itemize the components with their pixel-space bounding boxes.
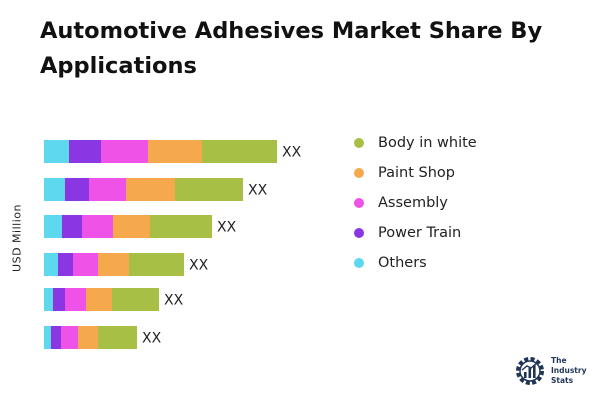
bar-segment-others bbox=[44, 178, 65, 201]
bar-segment-others bbox=[44, 288, 53, 311]
bar-segment-body-in-white bbox=[202, 140, 277, 163]
legend-label: Others bbox=[378, 255, 427, 271]
bar-segment-others bbox=[44, 215, 62, 238]
logo-line: Stats bbox=[551, 376, 574, 385]
bar-value-label: XX bbox=[248, 183, 268, 199]
bar-segment-body-in-white bbox=[175, 178, 243, 201]
bar-segment-paint-shop bbox=[113, 215, 150, 238]
bar-segment-paint-shop bbox=[78, 326, 98, 349]
legend-item-body-in-white: Body in white bbox=[350, 128, 530, 158]
legend-label: Paint Shop bbox=[378, 165, 455, 181]
legend-swatch bbox=[354, 168, 364, 178]
bar-segment-power-train bbox=[51, 326, 61, 349]
bar-segment-assembly bbox=[82, 215, 113, 238]
bar-segment-paint-shop bbox=[126, 178, 175, 201]
bar-segment-body-in-white bbox=[98, 326, 137, 349]
bar-segment-assembly bbox=[73, 253, 98, 276]
bar-segment-power-train bbox=[62, 215, 82, 238]
bar-segment-others bbox=[44, 326, 51, 349]
bar-segment-assembly bbox=[101, 140, 148, 163]
legend-label: Assembly bbox=[378, 195, 448, 211]
legend-item-paint-shop: Paint Shop bbox=[350, 158, 530, 188]
bar-segment-assembly bbox=[89, 178, 126, 201]
bar-segment-body-in-white bbox=[150, 215, 212, 238]
legend-swatch bbox=[354, 138, 364, 148]
legend-swatch bbox=[354, 228, 364, 238]
bar-value-label: XX bbox=[142, 331, 162, 347]
chart-title: Automotive Adhesives Market Share By App… bbox=[40, 18, 543, 79]
bar-segment-body-in-white bbox=[112, 288, 159, 311]
legend-item-others: Others bbox=[350, 248, 530, 278]
bar-segment-assembly bbox=[61, 326, 78, 349]
bar-segment-paint-shop bbox=[98, 253, 129, 276]
bar-segment-body-in-white bbox=[129, 253, 184, 276]
bar-value-label: XX bbox=[282, 145, 302, 161]
logo-line: Industry bbox=[551, 366, 587, 375]
logo-wordmark: The Industry Stats bbox=[551, 356, 586, 386]
gear-chart-icon bbox=[516, 357, 544, 385]
legend-swatch bbox=[354, 258, 364, 268]
bar-value-label: XX bbox=[164, 293, 184, 309]
legend-swatch bbox=[354, 198, 364, 208]
chart-legend: Body in white Paint Shop Assembly Power … bbox=[350, 128, 530, 278]
legend-item-power-train: Power Train bbox=[350, 218, 530, 248]
bar-segment-others bbox=[44, 253, 58, 276]
logo-line: The bbox=[551, 356, 567, 365]
bar-segment-others bbox=[44, 140, 69, 163]
bar-segment-power-train bbox=[69, 140, 101, 163]
bar-segment-assembly bbox=[65, 288, 86, 311]
bar-segment-power-train bbox=[58, 253, 73, 276]
brand-logo: The Industry Stats bbox=[513, 350, 593, 392]
legend-label: Power Train bbox=[378, 225, 462, 241]
bar-segment-power-train bbox=[65, 178, 89, 201]
bar-value-label: XX bbox=[217, 220, 237, 236]
bar-segment-paint-shop bbox=[148, 140, 202, 163]
bar-value-label: XX bbox=[189, 258, 209, 274]
legend-label: Body in white bbox=[378, 135, 477, 151]
bar-segment-paint-shop bbox=[86, 288, 112, 311]
legend-item-assembly: Assembly bbox=[350, 188, 530, 218]
bar-segment-power-train bbox=[53, 288, 65, 311]
